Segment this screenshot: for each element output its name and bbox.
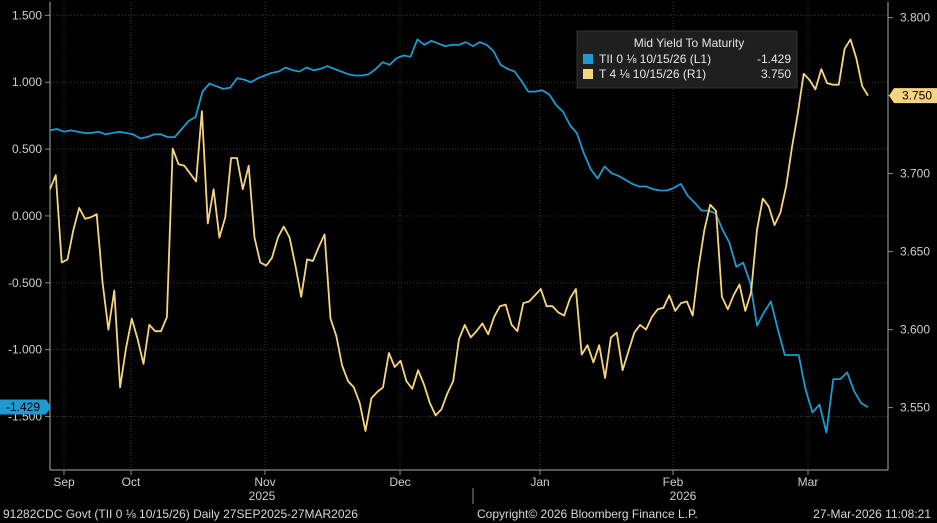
last-value-labels: -1.429 3.750 <box>0 88 937 415</box>
legend-swatch-0 <box>583 54 593 64</box>
x-tick-label: Nov <box>254 475 275 489</box>
legend-box <box>576 30 798 89</box>
legend-series-name: TII 0 ⅛ 10/15/26 (L1) <box>599 52 711 66</box>
last-value-box-right <box>889 88 937 104</box>
chart-area: 1.5001.0000.5000.000-0.500-1.000-1.5003.… <box>0 0 937 505</box>
legend-last-value: -1.429 <box>757 52 791 66</box>
left-tick-label: -1.000 <box>8 343 42 357</box>
x-tick-label: Feb <box>663 475 684 489</box>
footer-timestamp: 27-Mar-2026 11:08:21 <box>813 507 931 521</box>
gridlines <box>50 2 888 470</box>
right-tick-label: 3.700 <box>900 167 930 181</box>
series-line-1 <box>49 38 869 432</box>
left-tick-label: 1.000 <box>12 75 42 89</box>
x-tick-label: Dec <box>389 475 410 489</box>
year-label: 2025 <box>249 489 276 503</box>
legend: Mid Yield To Maturity TII 0 ⅛ 10/15/26 (L… <box>576 30 798 89</box>
x-tick-label: Sep <box>53 475 75 489</box>
axes: 1.5001.0000.5000.000-0.500-1.000-1.5003.… <box>8 2 930 504</box>
legend-series-name: T 4 ⅛ 10/15/26 (R1) <box>599 67 706 81</box>
last-value-text: 3.750 <box>902 89 932 103</box>
right-tick-label: 3.550 <box>900 401 930 415</box>
x-tick-label: Oct <box>122 475 141 489</box>
legend-last-value: 3.750 <box>761 67 791 81</box>
right-tick-label: 3.600 <box>900 323 930 337</box>
series-lines <box>49 38 869 434</box>
left-tick-label: 0.000 <box>12 209 42 223</box>
series-line-0 <box>49 38 869 434</box>
left-tick-label: 0.500 <box>12 142 42 156</box>
x-tick-label: Mar <box>798 475 819 489</box>
last-value-box-left <box>0 399 51 415</box>
left-tick-label: 1.500 <box>12 8 42 22</box>
left-tick-label: -0.500 <box>8 276 42 290</box>
footer: 91282CDC Govt (TII 0 ⅛ 10/15/26) Daily 2… <box>0 505 937 523</box>
year-label: 2026 <box>670 489 697 503</box>
footer-copyright: Copyright© 2026 Bloomberg Finance L.P. <box>477 507 698 521</box>
right-tick-label: 3.650 <box>900 245 930 259</box>
footer-security: 91282CDC Govt (TII 0 ⅛ 10/15/26) Daily 2… <box>3 507 358 521</box>
legend-swatch-1 <box>583 69 593 79</box>
x-tick-label: Jan <box>530 475 549 489</box>
last-value-text: -1.429 <box>6 400 40 414</box>
right-tick-label: 3.800 <box>900 11 930 25</box>
legend-title: Mid Yield To Maturity <box>634 36 745 50</box>
